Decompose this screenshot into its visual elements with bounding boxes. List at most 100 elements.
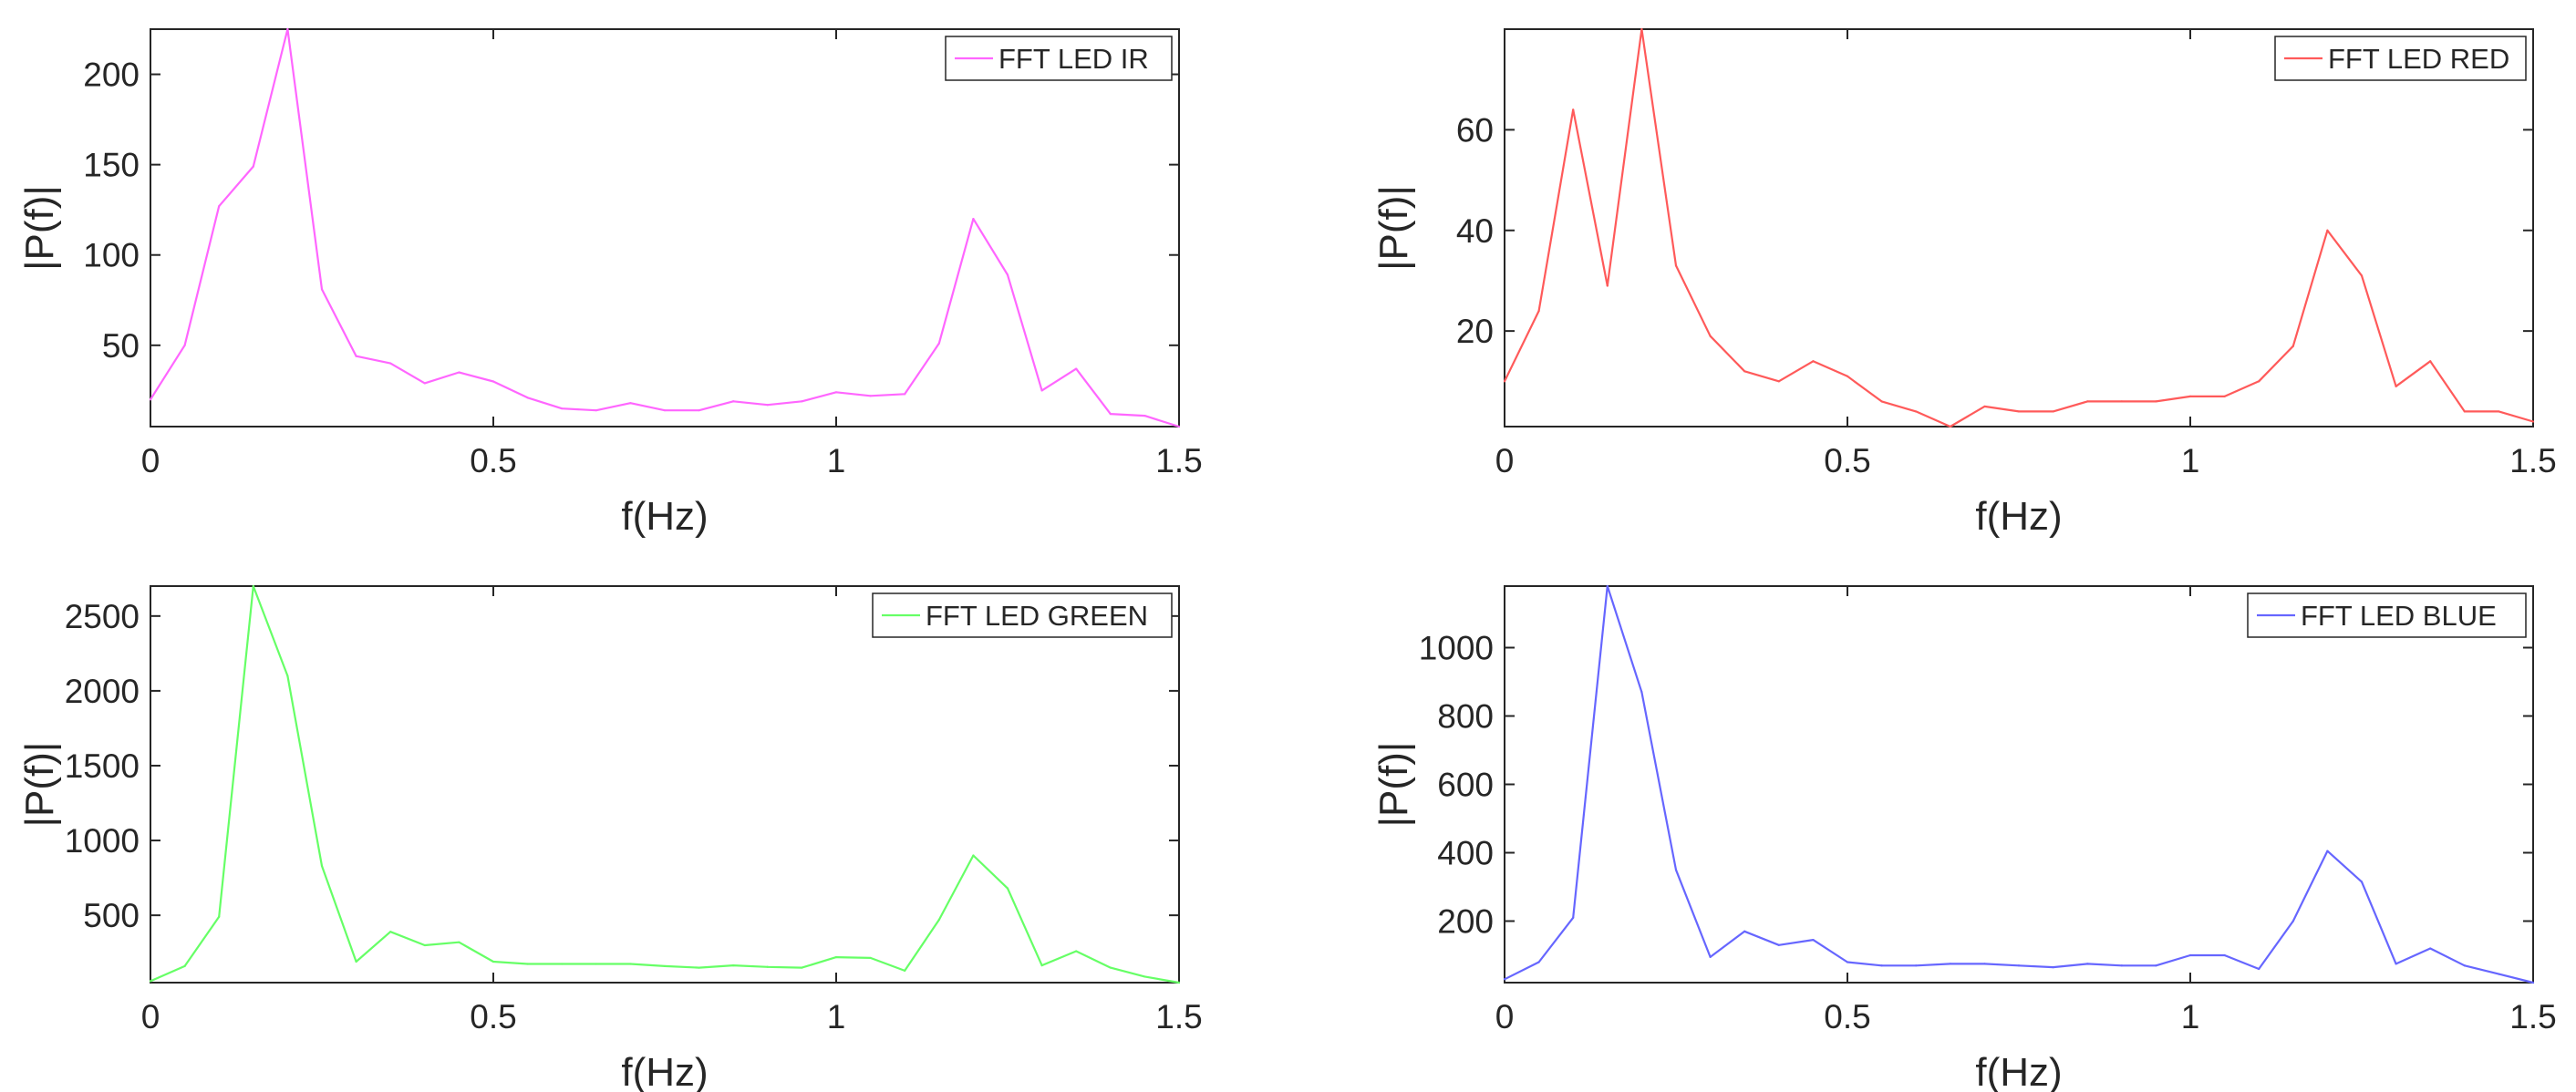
legend-box (872, 592, 1173, 638)
data-point (2086, 400, 2089, 403)
data-point (218, 915, 221, 918)
data-point (1040, 964, 1043, 967)
data-point (2292, 920, 2294, 922)
data-point (2017, 964, 2021, 967)
data-point (1915, 410, 1918, 413)
data-point (1812, 360, 1815, 363)
legend-label: FFT LED IR (998, 43, 1149, 75)
data-point (1812, 939, 1815, 942)
data-point (1640, 691, 1643, 694)
data-point (2463, 410, 2466, 413)
x-tick-label: 0.5 (470, 998, 516, 1035)
x-tick-label: 1 (827, 998, 846, 1035)
data-point (218, 205, 221, 208)
data-point (595, 409, 597, 412)
data-point (1709, 955, 1712, 958)
data-point (1846, 961, 1849, 963)
x-tick-label: 1.5 (2509, 442, 2556, 479)
data-point (834, 955, 838, 959)
x-axis-label: f(Hz) (621, 1050, 708, 1092)
x-tick-label: 1 (827, 442, 846, 479)
data-point (766, 965, 769, 968)
y-tick-label: 1000 (1419, 630, 1494, 667)
x-tick-label: 0 (141, 442, 160, 479)
data-point (1109, 966, 1112, 969)
data-point (1177, 981, 1181, 984)
data-point (1949, 963, 1951, 965)
y-tick-label: 150 (83, 147, 140, 184)
data-point (286, 675, 289, 677)
data-point (2052, 410, 2054, 413)
data-point (2258, 967, 2260, 971)
data-point (1983, 963, 1986, 965)
data-point (1674, 869, 1678, 871)
data-point (1743, 370, 1746, 373)
legend: FFT LED IR (945, 36, 1173, 81)
y-tick-label: 800 (1437, 698, 1494, 736)
data-point (766, 404, 769, 407)
data-point (904, 393, 906, 396)
data-point (355, 960, 357, 963)
data-point (2188, 953, 2192, 957)
data-point (972, 217, 975, 221)
data-point (595, 963, 597, 965)
y-tick-label: 40 (1456, 212, 1494, 250)
data-point (869, 956, 872, 960)
data-point (149, 980, 152, 983)
data-point (1777, 943, 1780, 946)
data-point (1006, 273, 1009, 276)
y-tick-label: 2000 (65, 673, 140, 710)
data-point (355, 355, 357, 357)
data-point (663, 409, 667, 412)
data-point (458, 941, 460, 943)
y-tick-label: 600 (1437, 767, 1494, 804)
data-point (698, 966, 700, 969)
data-point (1709, 335, 1712, 337)
y-tick-label: 400 (1437, 835, 1494, 872)
x-tick-label: 0.5 (1824, 442, 1870, 479)
data-point (2326, 850, 2329, 852)
data-point (2120, 400, 2123, 403)
data-point (423, 382, 426, 385)
data-point (1503, 978, 1506, 981)
data-point (491, 380, 495, 383)
data-point (1949, 425, 1951, 428)
data-point (183, 344, 186, 346)
x-tick-label: 0.5 (1824, 998, 1870, 1035)
data-point (1846, 375, 1849, 377)
data-point (2429, 947, 2432, 950)
legend: FFT LED BLUE (2247, 592, 2527, 638)
data-point (732, 400, 735, 403)
data-point (1915, 964, 1918, 967)
data-point (2498, 973, 2500, 975)
data-point (252, 584, 254, 588)
data-point (320, 288, 324, 291)
data-point (526, 963, 529, 965)
x-tick-label: 0 (141, 998, 160, 1035)
data-point (526, 397, 529, 399)
data-point (2463, 964, 2466, 967)
data-point (458, 371, 460, 374)
y-tick-label: 500 (83, 897, 140, 934)
data-point (1040, 389, 1043, 392)
data-point (937, 918, 940, 922)
y-tick-label: 200 (83, 57, 140, 94)
data-point (2429, 360, 2432, 363)
x-axis-label: f(Hz) (1975, 1050, 2062, 1092)
data-point (869, 395, 872, 397)
data-point (2086, 963, 2089, 965)
data-point (183, 964, 186, 968)
data-point (663, 964, 667, 968)
data-point (1983, 405, 1986, 408)
y-tick-label: 1000 (65, 822, 140, 860)
x-tick-label: 1.5 (1155, 442, 1202, 479)
y-axis-label: |P(f)| (1371, 185, 1416, 271)
data-point (629, 402, 632, 405)
y-tick-label: 60 (1456, 111, 1494, 149)
data-point (801, 400, 803, 403)
data-point (1674, 264, 1678, 267)
x-tick-label: 1.5 (2509, 998, 2556, 1035)
data-point (2155, 400, 2157, 403)
data-point (732, 964, 735, 967)
data-point (389, 362, 392, 365)
